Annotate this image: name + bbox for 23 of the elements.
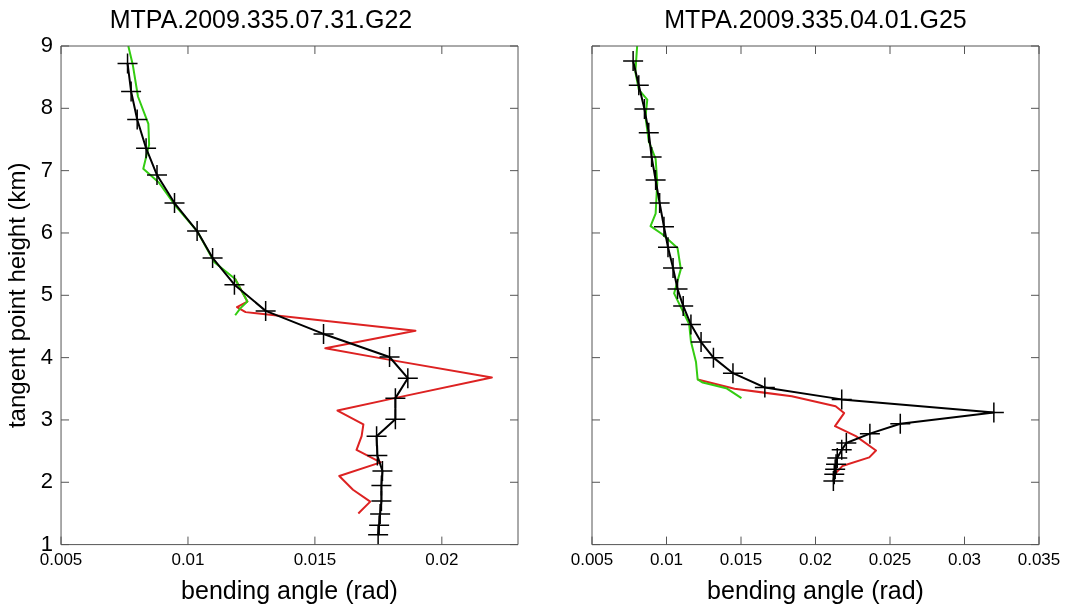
y-tick-label: 2 bbox=[40, 468, 54, 494]
y-axis-title: tangent point height (km) bbox=[3, 162, 31, 429]
x-axis-title: bending angle (rad) bbox=[181, 575, 398, 604]
x-tick-label: 0.025 bbox=[868, 550, 912, 570]
x-tick-label: 0.02 bbox=[798, 550, 833, 570]
x-tick-label: 0.02 bbox=[425, 550, 459, 570]
y-tick-label: 3 bbox=[40, 406, 54, 432]
y-tick-label: 6 bbox=[40, 219, 54, 245]
chart-title: MTPA.2009.335.07.31.G22 bbox=[109, 4, 413, 33]
x-tick-label: 0.01 bbox=[649, 550, 684, 570]
x-tick-label: 0.015 bbox=[293, 550, 337, 570]
y-tick-label: 4 bbox=[40, 343, 54, 369]
y-tick-label: 7 bbox=[40, 156, 54, 182]
x-tick-label: 0.015 bbox=[719, 550, 763, 570]
y-tick-label: 5 bbox=[40, 281, 54, 307]
y-tick-label: 9 bbox=[40, 32, 54, 58]
x-tick-label: 0.035 bbox=[1017, 550, 1061, 570]
x-tick-label: 0.005 bbox=[570, 550, 614, 570]
x-axis-title: bending angle (rad) bbox=[707, 575, 924, 604]
x-tick-label: 0.03 bbox=[947, 550, 982, 570]
chart-title: MTPA.2009.335.04.01.G25 bbox=[664, 4, 967, 33]
y-tick-label: 8 bbox=[40, 94, 54, 120]
x-tick-label: 0.01 bbox=[171, 550, 205, 570]
